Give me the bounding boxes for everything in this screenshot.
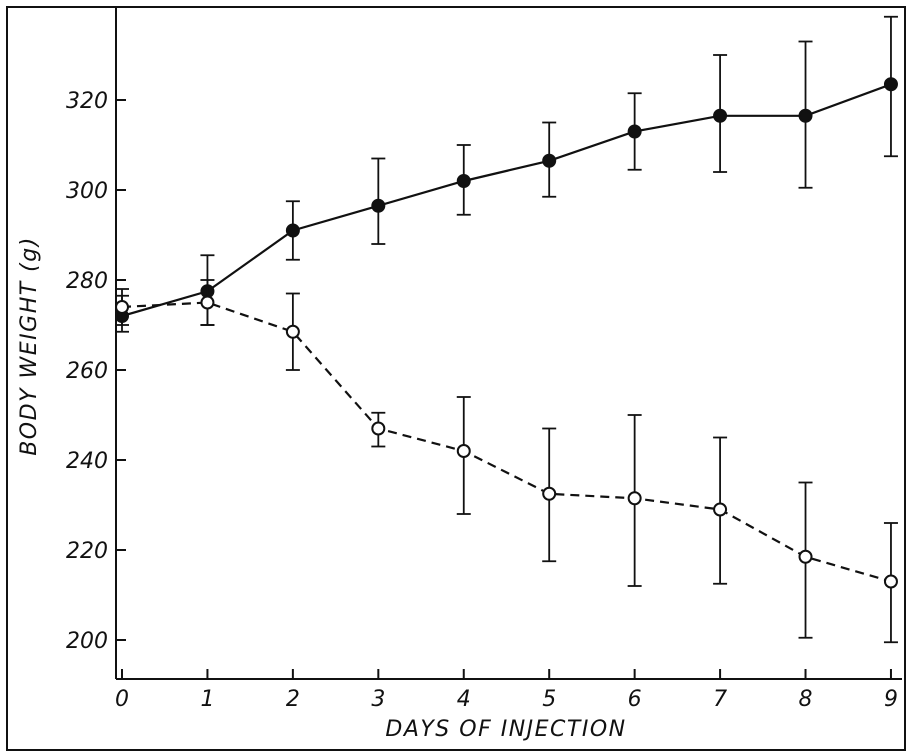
data-point [798, 108, 813, 123]
data-point [200, 295, 215, 310]
x-tick-label: 6 [628, 687, 642, 712]
y-tick-label: 260 [66, 359, 108, 384]
y-axis-ticks: 200 220 240 260 280 300 320 [66, 89, 126, 654]
data-point [285, 223, 300, 238]
x-tick-label: 8 [799, 687, 813, 712]
data-point [883, 77, 898, 92]
series-filled [115, 15, 898, 333]
series-open [115, 279, 898, 644]
x-tick-label: 3 [371, 687, 385, 712]
y-tick-label: 300 [66, 179, 108, 204]
data-point [627, 124, 642, 139]
x-axis-ticks: 0 1 2 3 4 5 6 7 8 9 [115, 669, 898, 712]
data-point [456, 174, 471, 188]
x-tick-label: 2 [286, 687, 300, 712]
y-tick-label: 240 [66, 449, 108, 474]
x-tick-label: 9 [884, 687, 898, 712]
y-tick-label: 280 [66, 269, 108, 294]
data-point [456, 444, 471, 458]
data-point [371, 198, 386, 213]
data-point [713, 108, 728, 123]
y-tick-label: 220 [66, 539, 108, 564]
figure-frame: 200 220 240 260 280 300 320 0 1 2 3 4 5 6 7 8 9 DAYS OF… [6, 6, 906, 751]
x-axis-title: DAYS OF INJECTION [385, 717, 626, 742]
data-point [883, 574, 898, 589]
data-point [542, 153, 557, 168]
x-tick-label: 7 [713, 687, 727, 712]
y-axis-title: BODY WEIGHT (g) [17, 236, 42, 456]
series-line [121, 301, 892, 583]
data-point [285, 324, 300, 339]
y-tick-label: 200 [66, 629, 108, 654]
body-weight-chart: 200 220 240 260 280 300 320 0 1 2 3 4 5 6 7 8 9 DAYS OF… [17, 8, 902, 742]
series-line [121, 83, 892, 318]
data-point [115, 300, 129, 314]
y-tick-label: 320 [66, 89, 108, 114]
x-tick-label: 5 [542, 687, 556, 712]
x-tick-label: 1 [200, 687, 214, 712]
data-point [542, 486, 557, 501]
data-point [798, 549, 813, 564]
data-point [713, 502, 728, 517]
axes [115, 8, 902, 680]
x-tick-label: 4 [457, 687, 471, 712]
data-point [371, 421, 386, 436]
series-layer [115, 15, 898, 644]
data-point [627, 491, 642, 506]
x-tick-label: 0 [115, 687, 129, 712]
